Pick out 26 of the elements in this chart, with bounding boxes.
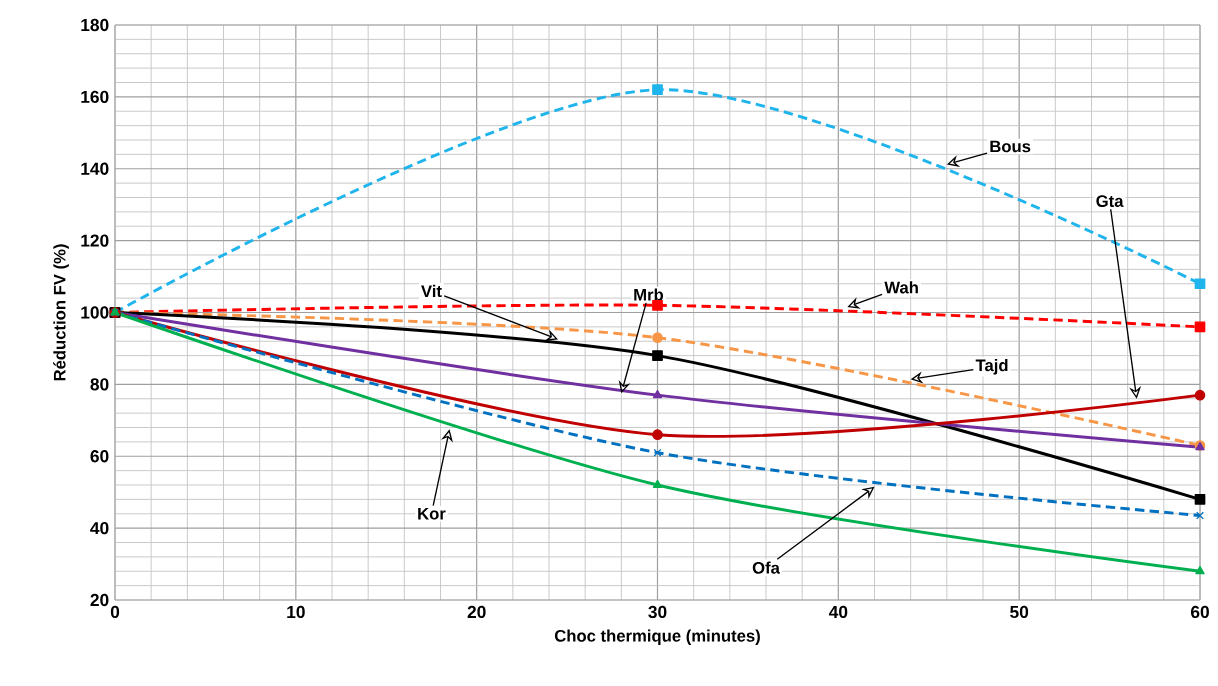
annotation: Mrb [634, 288, 664, 301]
y-tick-label: 140 [81, 162, 109, 175]
y-tick-label: 180 [81, 18, 109, 32]
y-tick-label: 60 [90, 450, 109, 463]
x-axis-title: Choc thermique (minutes) [554, 629, 760, 646]
x-tick-label: 30 [648, 605, 667, 619]
x-tick-label: 10 [287, 605, 305, 619]
annotation: Bous [990, 140, 1031, 153]
x-tick-label: 50 [1010, 605, 1029, 619]
y-tick-label: 40 [90, 521, 109, 535]
y-tick-label: 100 [81, 306, 109, 319]
x-tick-label: 0 [110, 605, 120, 619]
annotation: Gta [1096, 195, 1124, 207]
x-tick-label: 60 [1190, 605, 1209, 619]
annotation: Kor [418, 507, 446, 520]
y-tick-label: 80 [90, 378, 109, 391]
annotation: Tajd [975, 358, 1008, 375]
y-tick-label: 120 [81, 234, 109, 247]
annotation: Wah [884, 281, 918, 294]
x-tick-label: 40 [828, 605, 848, 619]
annotation: Ofa [752, 561, 780, 574]
y-tick-label: 20 [90, 593, 109, 607]
x-tick-label: 20 [467, 605, 486, 619]
annotation: Vit [421, 284, 442, 298]
y-axis-title: Réduction FV (%) [53, 244, 69, 381]
y-tick-label: 160 [81, 90, 109, 104]
